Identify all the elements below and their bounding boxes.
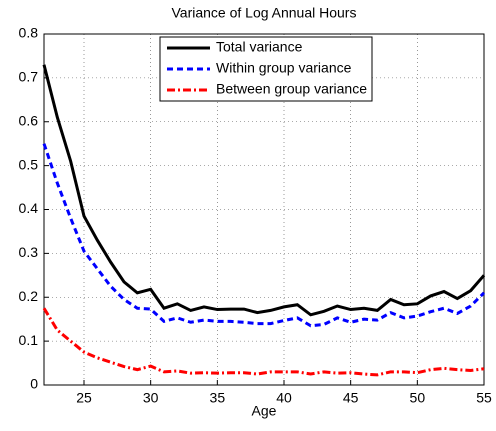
series-line xyxy=(42,307,485,377)
x-tick-label: 45 xyxy=(343,390,359,406)
y-tick-label: 0.1 xyxy=(19,332,39,348)
y-tick-label: 0.5 xyxy=(19,156,39,172)
legend-label: Total variance xyxy=(216,39,303,55)
series-line xyxy=(42,64,486,317)
legend-label: Within group variance xyxy=(216,60,352,76)
series-line xyxy=(42,143,486,328)
legend-label: Between group variance xyxy=(216,81,367,97)
y-tick-label: 0.7 xyxy=(19,69,39,85)
y-tick-label: 0.4 xyxy=(19,200,39,216)
x-tick-label: 25 xyxy=(76,390,92,406)
chart-title: Variance of Log Annual Hours xyxy=(172,5,357,21)
axes-box xyxy=(43,33,485,386)
x-tick-label: 50 xyxy=(410,390,426,406)
y-tick-label: 0.8 xyxy=(19,25,39,41)
y-tick-label: 0.3 xyxy=(19,244,39,260)
y-tick-label: 0.2 xyxy=(19,288,39,304)
x-tick-label: 35 xyxy=(210,390,226,406)
y-tick-label: 0 xyxy=(30,376,38,392)
y-tick-label: 0.6 xyxy=(19,112,39,128)
x-tick-label: 30 xyxy=(143,390,159,406)
x-tick-label: 55 xyxy=(476,390,492,406)
x-axis-label: Age xyxy=(252,403,277,419)
x-tick-label: 40 xyxy=(276,390,292,406)
